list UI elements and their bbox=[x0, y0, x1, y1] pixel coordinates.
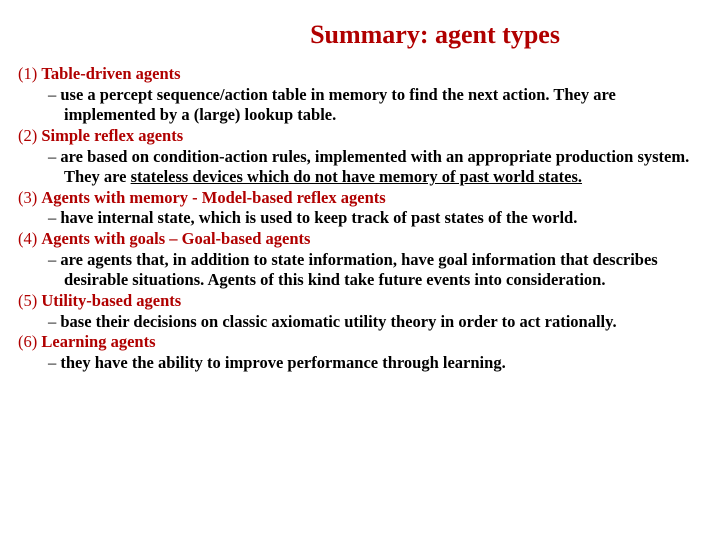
item-description: – are agents that, in addition to state … bbox=[18, 250, 702, 291]
item-heading: Agents with memory - Model-based reflex … bbox=[41, 188, 385, 207]
item-number: (3) bbox=[18, 188, 37, 207]
bullet-dash: – bbox=[48, 147, 56, 166]
item-description: – use a percept sequence/action table in… bbox=[18, 85, 702, 126]
item-description: – are based on condition-action rules, i… bbox=[18, 147, 702, 188]
desc-text: use a percept sequence/action table in m… bbox=[60, 85, 615, 125]
desc-text: they have the ability to improve perform… bbox=[60, 353, 505, 372]
desc-text: are agents that, in addition to state in… bbox=[60, 250, 657, 290]
item-number: (4) bbox=[18, 229, 37, 248]
list-item: (3) Agents with memory - Model-based ref… bbox=[18, 188, 702, 209]
item-description: – have internal state, which is used to … bbox=[18, 208, 702, 229]
item-number: (2) bbox=[18, 126, 37, 145]
item-description: – they have the ability to improve perfo… bbox=[18, 353, 702, 374]
bullet-dash: – bbox=[48, 312, 56, 331]
desc-text-underlined: stateless devices which do not have memo… bbox=[131, 167, 582, 186]
list-item: (1) Table-driven agents bbox=[18, 64, 702, 85]
desc-text: have internal state, which is used to ke… bbox=[60, 208, 577, 227]
list-item: (4) Agents with goals – Goal-based agent… bbox=[18, 229, 702, 250]
item-description: – base their decisions on classic axioma… bbox=[18, 312, 702, 333]
item-number: (1) bbox=[18, 64, 37, 83]
item-number: (6) bbox=[18, 332, 37, 351]
list-item: (6) Learning agents bbox=[18, 332, 702, 353]
list-item: (5) Utility-based agents bbox=[18, 291, 702, 312]
slide-title: Summary: agent types bbox=[168, 20, 702, 50]
list-item: (2) Simple reflex agents bbox=[18, 126, 702, 147]
bullet-dash: – bbox=[48, 250, 56, 269]
desc-text: base their decisions on classic axiomati… bbox=[60, 312, 616, 331]
item-heading: Agents with goals – Goal-based agents bbox=[41, 229, 310, 248]
agent-types-list: (1) Table-driven agents– use a percept s… bbox=[18, 64, 702, 373]
item-heading: Table-driven agents bbox=[41, 64, 180, 83]
item-heading: Utility-based agents bbox=[41, 291, 181, 310]
item-number: (5) bbox=[18, 291, 37, 310]
bullet-dash: – bbox=[48, 208, 56, 227]
bullet-dash: – bbox=[48, 353, 56, 372]
bullet-dash: – bbox=[48, 85, 56, 104]
item-heading: Learning agents bbox=[41, 332, 155, 351]
slide: Summary: agent types (1) Table-driven ag… bbox=[0, 0, 720, 540]
item-heading: Simple reflex agents bbox=[41, 126, 183, 145]
